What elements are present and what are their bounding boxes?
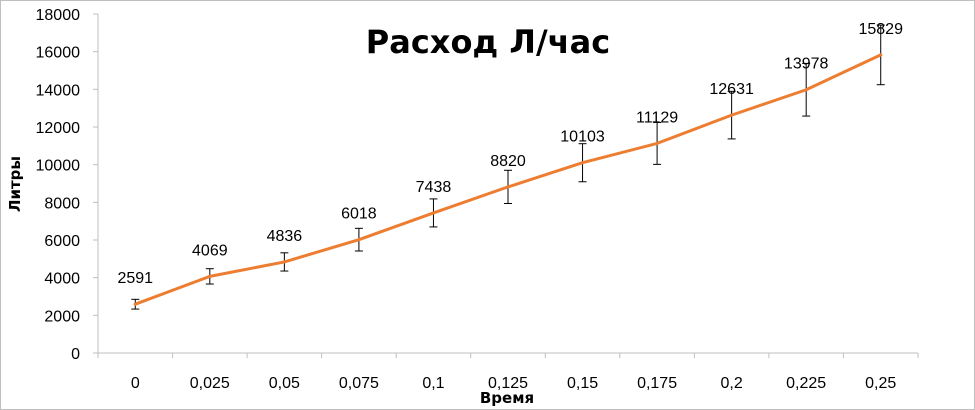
x-tick-label: 0,25 [865, 375, 896, 392]
y-tick-label: 6000 [44, 233, 80, 250]
y-tick-label: 10000 [36, 158, 81, 175]
data-label: 13978 [784, 56, 829, 73]
series-point [730, 113, 734, 117]
series-point [357, 238, 361, 242]
y-tick-label: 8000 [44, 195, 80, 212]
chart-title: Расход Л/час [366, 23, 610, 61]
x-tick-label: 0,15 [567, 375, 598, 392]
x-tick-label: 0,1 [422, 375, 444, 392]
data-label: 6018 [341, 206, 377, 223]
x-tick-label: 0 [131, 375, 140, 392]
y-tick-label: 14000 [36, 82, 81, 99]
x-axis-title: Время [480, 389, 534, 407]
series-point [581, 161, 585, 165]
series-point [133, 302, 137, 306]
x-tick-label: 0,05 [269, 375, 300, 392]
x-tick-label: 0,175 [637, 375, 677, 392]
data-label: 7438 [416, 179, 452, 196]
data-label: 15829 [858, 21, 903, 38]
y-axis-title: Литры [6, 156, 24, 212]
y-tick-label: 0 [71, 346, 80, 363]
data-label: 12631 [709, 81, 754, 98]
x-tick-label: 0,075 [339, 375, 379, 392]
series-point [879, 53, 883, 57]
data-label: 4836 [267, 228, 303, 245]
y-tick-label: 12000 [36, 120, 81, 137]
x-tick-label: 0,225 [786, 375, 826, 392]
x-tick-label: 0,2 [721, 375, 743, 392]
series-point [208, 274, 212, 278]
x-tick-label: 0,125 [488, 375, 528, 392]
y-tick-label: 4000 [44, 271, 80, 288]
y-tick-label: 2000 [44, 308, 80, 325]
y-tick-label: 16000 [36, 45, 81, 62]
series-point [655, 141, 659, 145]
x-tick-label: 0,025 [190, 375, 230, 392]
series-point [431, 211, 435, 215]
data-label: 4069 [192, 242, 228, 259]
data-label: 2591 [117, 270, 153, 287]
data-label: 11129 [636, 109, 678, 126]
series-point [506, 185, 510, 189]
series-point [282, 260, 286, 264]
y-tick-label: 18000 [36, 7, 81, 24]
data-label: 10103 [560, 129, 605, 146]
series-point [804, 88, 808, 92]
data-label: 8820 [490, 153, 526, 170]
